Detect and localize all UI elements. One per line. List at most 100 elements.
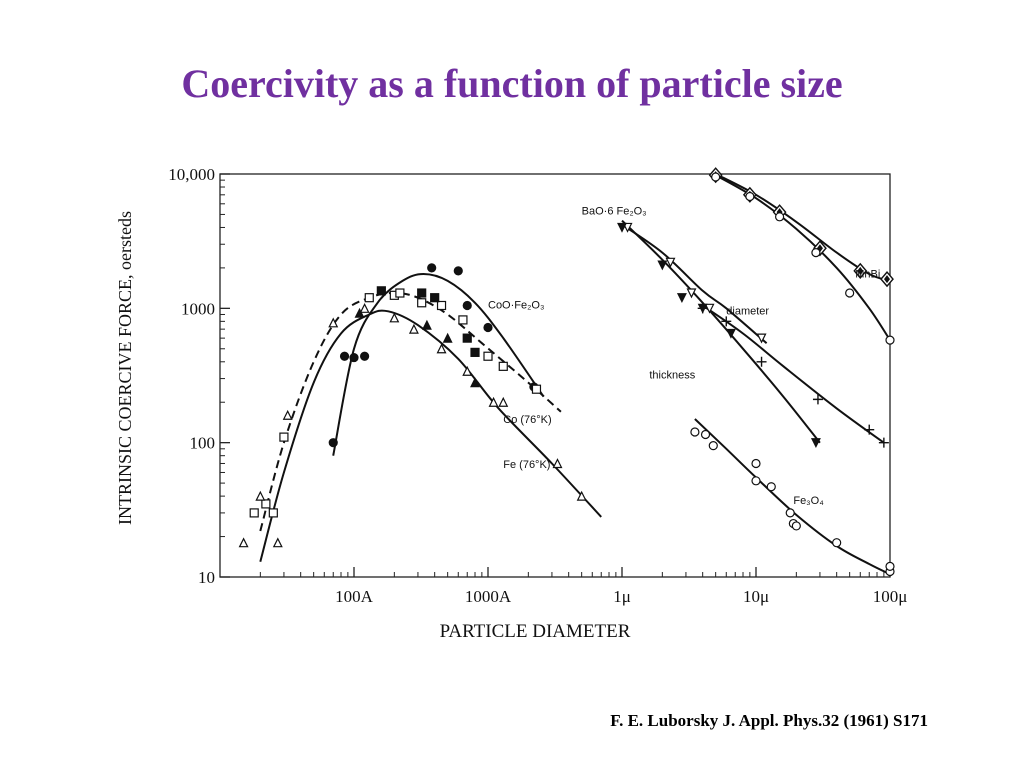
data-point: [339, 351, 350, 361]
data-point: [268, 508, 278, 518]
citation: F. E. Luborsky J. Appl. Phys.32 (1961) S…: [610, 711, 928, 730]
y-tick-label: 100: [190, 434, 216, 453]
data-point: [766, 482, 776, 492]
data-point: [885, 561, 895, 571]
data-point: [697, 303, 708, 314]
data-point: [488, 396, 499, 407]
data-point: [272, 537, 283, 548]
data-point: [756, 356, 767, 367]
series-curve: [702, 304, 885, 444]
plot-frame: [219, 173, 891, 578]
data-point: [408, 323, 419, 334]
data-point: [417, 298, 427, 308]
data-point: [552, 458, 563, 469]
data-point: [885, 335, 895, 345]
data-point: [389, 312, 400, 323]
data-point: [328, 438, 338, 448]
data-point: [470, 377, 480, 388]
data-point: [483, 322, 493, 333]
data-point: [364, 293, 374, 303]
data-point: [261, 499, 271, 509]
data-point: [657, 260, 668, 271]
data-point: [864, 424, 875, 435]
data-point: [708, 441, 718, 451]
data-point: [665, 257, 676, 268]
data-point: [328, 317, 339, 328]
data-point: [812, 394, 823, 405]
data-point: [359, 302, 370, 313]
x-axis-label: PARTICLE DIAMETER: [440, 621, 631, 642]
data-point: [690, 427, 700, 437]
data-point: [676, 293, 687, 304]
series-points: [238, 167, 895, 577]
series-annotation: Fe (76°K): [503, 459, 550, 471]
series-curve: [259, 309, 602, 562]
data-point: [531, 384, 542, 394]
data-point: [458, 315, 468, 325]
data-point: [751, 458, 761, 469]
data-point: [427, 263, 437, 273]
data-point: [483, 351, 493, 361]
slide-title: Coercivity as a function of particle siz…: [181, 61, 843, 106]
y-axis-ticks: 10 100 1000 10,000: [168, 165, 230, 587]
data-point: [498, 396, 509, 407]
data-point: [421, 319, 432, 330]
data-point: [774, 212, 785, 222]
data-point: [700, 429, 711, 440]
data-point: [417, 288, 427, 298]
data-point: [436, 343, 447, 354]
data-point: [279, 432, 289, 442]
series-annotation: CoO·Fe₂O₃: [488, 299, 544, 311]
x-tick-label: 100A: [335, 587, 374, 606]
data-point: [576, 490, 587, 501]
series-curves: [259, 173, 891, 576]
data-point: [249, 508, 259, 518]
data-point: [745, 191, 755, 202]
data-point: [462, 300, 472, 311]
plot-border: [219, 173, 891, 578]
series-annotation: thickness: [649, 370, 695, 382]
series-curve: [332, 272, 545, 456]
data-point: [785, 508, 795, 518]
data-point: [376, 286, 386, 296]
data-point: [878, 437, 889, 448]
x-axis-ticks: 100A 1000A 1μ 10μ 100μ: [259, 567, 907, 606]
data-point: [282, 409, 293, 420]
data-point: [442, 332, 453, 343]
data-point: [453, 266, 463, 276]
y-axis-label: INTRINSIC COERCIVE FORCE, oersteds: [115, 211, 135, 525]
series-curve: [694, 418, 891, 576]
series-annotation: BaO·6 Fe₂O₃: [582, 205, 647, 217]
coercivity-chart: 10 100 1000 10,000 100A 1000A 1μ 10μ 100μ CoO·F…: [115, 165, 907, 642]
data-point: [354, 307, 365, 318]
series-annotation: MnBi: [855, 268, 880, 280]
series-curve: [621, 223, 768, 344]
data-point: [686, 288, 697, 299]
data-point: [810, 438, 821, 449]
y-tick-label: 10,000: [168, 165, 215, 184]
data-point: [617, 222, 627, 233]
data-point: [238, 537, 249, 548]
x-tick-label: 10μ: [743, 587, 769, 606]
data-point: [725, 328, 736, 339]
series-annotation: diameter: [726, 305, 769, 317]
y-tick-label: 10: [198, 568, 215, 587]
data-point: [791, 521, 801, 531]
data-point: [436, 300, 447, 311]
data-point: [845, 288, 855, 298]
data-point: [360, 351, 370, 361]
series-annotation: Fe₃O₄: [793, 495, 824, 507]
series-curve: [259, 291, 562, 532]
annotations: CoO·Fe₂O₃ Co (76°K) Fe (76°K) BaO·6 Fe₂O₃ di…: [488, 205, 880, 506]
data-point: [430, 293, 440, 303]
data-point-core: [884, 275, 891, 284]
x-tick-label: 1μ: [613, 587, 631, 606]
data-point: [255, 490, 266, 501]
y-tick-label: 1000: [181, 299, 215, 318]
data-point: [751, 476, 761, 486]
data-point: [711, 172, 721, 182]
series-curve: [621, 219, 821, 444]
data-point: [395, 288, 405, 298]
data-point: [721, 316, 732, 327]
data-point: [756, 333, 767, 344]
